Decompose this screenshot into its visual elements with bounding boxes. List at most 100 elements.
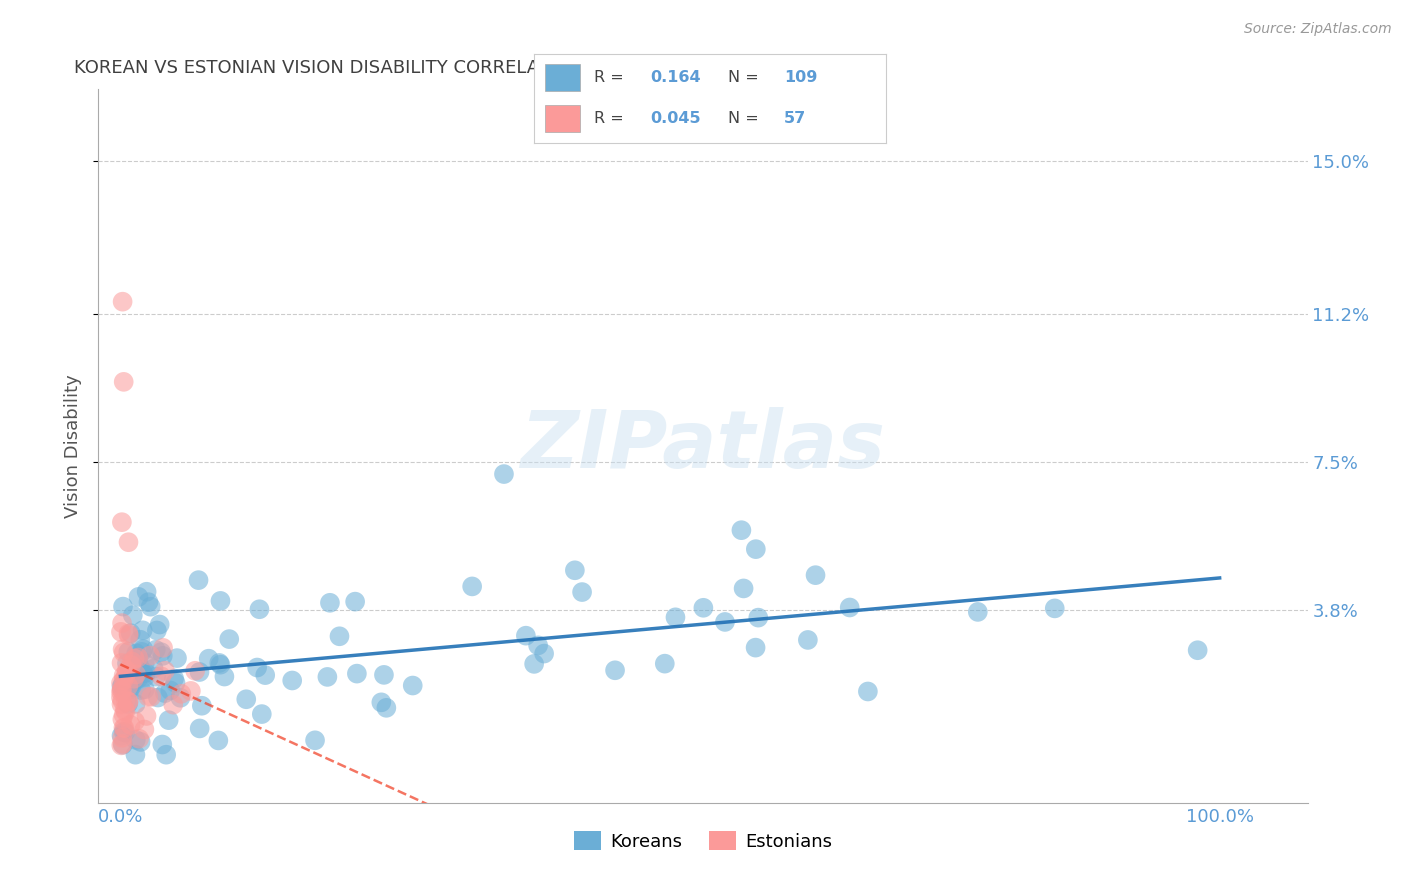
Point [838,600,860,615]
Point [110,680,132,694]
Point [111,731,134,745]
Point [191,698,214,713]
Point [197,651,219,665]
Point [149,617,172,632]
Point [132,642,155,657]
Point [111,616,134,631]
Point [346,666,368,681]
Point [111,738,134,752]
Point [564,563,586,577]
Point [375,701,398,715]
Point [110,624,132,639]
Point [249,602,271,616]
Point [142,662,165,676]
Point [110,697,132,711]
Point [207,733,229,747]
Point [135,709,157,723]
Point [159,683,181,698]
Point [124,651,146,665]
FancyBboxPatch shape [544,64,581,91]
Point [111,713,134,727]
Point [129,661,152,675]
Point [1043,601,1066,615]
Point [250,707,273,722]
Point [129,683,152,698]
Point [281,673,304,688]
Point [135,584,157,599]
Text: 0.164: 0.164 [650,70,702,85]
Point [111,294,134,309]
Text: 0.045: 0.045 [650,112,702,126]
Point [120,657,142,672]
Point [127,650,149,665]
Point [117,626,139,640]
Point [112,721,135,735]
Point [166,651,188,665]
Point [745,542,768,557]
Point [654,657,676,671]
Point [136,690,159,704]
Point [188,722,211,736]
Point [692,600,714,615]
Point [117,535,139,549]
Point [120,626,142,640]
Point [112,673,135,688]
Point [117,695,139,709]
Point [128,657,150,671]
Point [373,668,395,682]
Point [664,610,686,624]
Point [603,663,626,677]
Point [117,645,139,659]
Point [145,669,167,683]
Point [461,579,484,593]
Point [730,523,752,537]
Point [127,651,149,665]
Point [169,690,191,705]
Point [122,672,145,686]
Point [111,693,134,707]
Point [111,642,134,657]
Point [150,669,173,683]
Point [146,690,169,705]
Text: Source: ZipAtlas.com: Source: ZipAtlas.com [1244,22,1392,37]
Point [733,582,755,596]
Point [1187,643,1209,657]
Point [966,605,988,619]
Point [129,632,152,647]
Point [115,665,138,680]
Point [319,596,342,610]
Point [134,682,156,697]
Point [747,610,769,624]
Point [132,666,155,681]
Point [125,646,148,660]
Point [125,667,148,681]
Point [304,733,326,747]
Point [127,672,149,686]
Point [218,632,240,646]
Point [527,639,550,653]
Point [111,683,134,698]
Point [111,515,134,529]
Point [153,686,176,700]
Point [118,628,141,642]
Point [110,690,132,705]
Point [114,725,136,739]
Point [209,657,232,672]
Point [152,648,174,663]
Point [162,698,184,712]
Point [121,655,143,669]
Point [112,646,135,660]
Point [214,669,236,683]
Point [157,713,180,727]
Point [114,705,136,719]
Legend: Koreans, Estonians: Koreans, Estonians [567,824,839,858]
Point [153,664,176,678]
Point [134,670,156,684]
Point [110,729,132,743]
Point [515,629,537,643]
Text: R =: R = [593,70,624,85]
Point [165,676,187,690]
Point [114,669,136,683]
Point [797,632,820,647]
Point [114,693,136,707]
